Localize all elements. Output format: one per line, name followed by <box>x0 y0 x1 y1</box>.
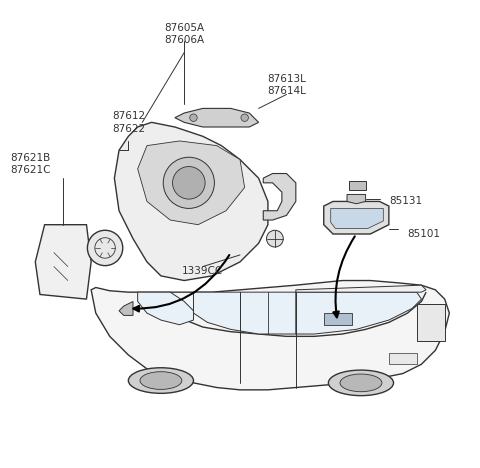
Ellipse shape <box>328 370 394 395</box>
Bar <box>389 352 417 364</box>
Circle shape <box>87 230 123 266</box>
Polygon shape <box>138 141 245 225</box>
Circle shape <box>163 157 215 208</box>
Text: 87613L
87614L: 87613L 87614L <box>267 74 306 96</box>
Ellipse shape <box>128 368 193 393</box>
Circle shape <box>266 230 283 247</box>
Polygon shape <box>296 292 421 334</box>
Circle shape <box>190 114 197 121</box>
Polygon shape <box>193 292 296 334</box>
Polygon shape <box>296 285 426 292</box>
Bar <box>417 304 444 341</box>
Text: 87612
87622: 87612 87622 <box>112 111 145 133</box>
Circle shape <box>172 167 205 199</box>
Bar <box>349 182 366 190</box>
Text: 87605A
87606A: 87605A 87606A <box>164 23 204 45</box>
Text: 1339CC: 1339CC <box>182 266 223 276</box>
Text: 85101: 85101 <box>408 229 441 239</box>
Polygon shape <box>138 292 193 325</box>
Polygon shape <box>36 225 91 299</box>
Text: 87621B
87621C: 87621B 87621C <box>11 153 51 176</box>
Polygon shape <box>331 208 384 228</box>
Circle shape <box>241 114 248 121</box>
Ellipse shape <box>340 374 382 392</box>
Polygon shape <box>263 174 296 220</box>
Polygon shape <box>175 109 259 127</box>
Text: 85131: 85131 <box>389 197 422 206</box>
Polygon shape <box>91 280 449 390</box>
Bar <box>324 313 352 325</box>
Polygon shape <box>324 201 389 234</box>
Polygon shape <box>119 301 133 315</box>
Polygon shape <box>114 122 268 280</box>
Ellipse shape <box>140 372 182 389</box>
Polygon shape <box>347 195 366 204</box>
